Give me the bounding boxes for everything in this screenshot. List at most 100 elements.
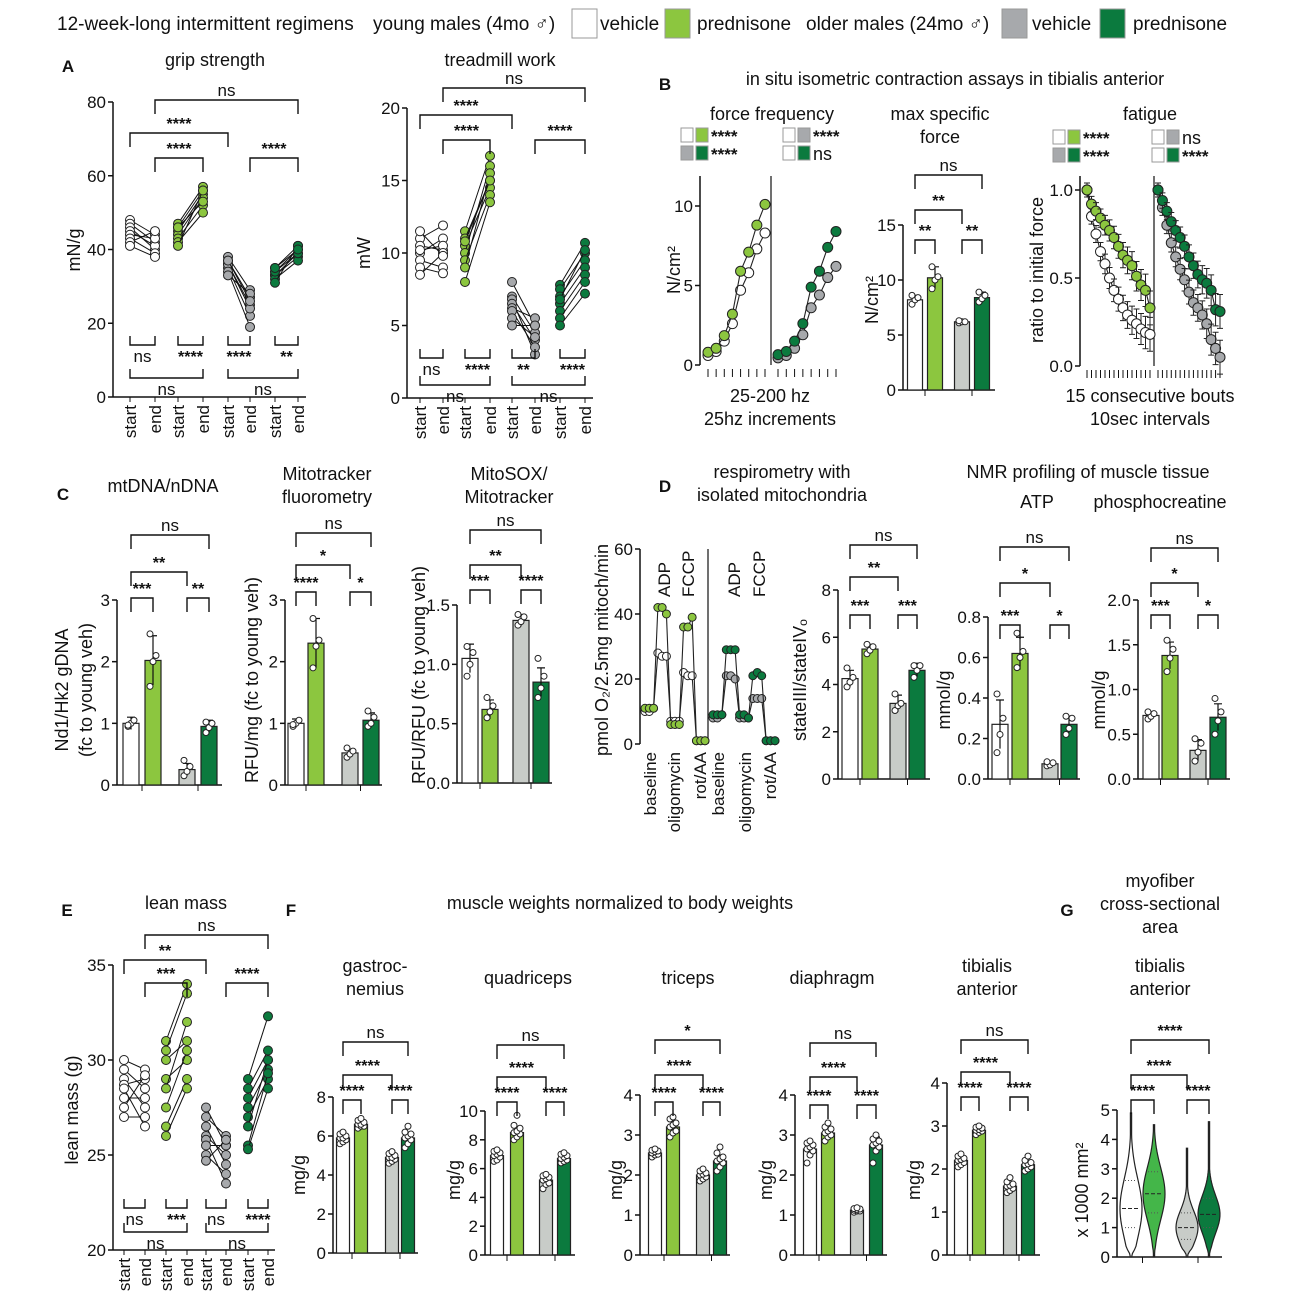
data-point [830,225,842,237]
significance-label: ns [126,1210,144,1229]
y-axis-label: lean mass (g) [62,1055,82,1164]
significance-bracket [999,624,1021,639]
bar-young-vehicle [489,1155,505,1256]
subject-line [123,1074,146,1108]
section-title-nmr: NMR profiling of muscle tissue [966,462,1209,482]
subject-line [559,249,586,300]
y-tick-label: 3 [1101,1160,1110,1179]
data-point [140,1083,150,1094]
x-tick-label: baseline [641,752,660,815]
data-point [710,342,722,354]
data-point [407,1130,415,1138]
data-point [1170,251,1182,263]
data-point [822,272,834,284]
data-point [759,198,771,210]
significance-bracket [856,1104,877,1119]
data-point [996,730,1004,738]
data-point [140,1070,150,1081]
significance-label: ns [147,1234,165,1253]
significance-bracket [511,376,586,386]
y-tick-label: 0 [391,389,400,408]
x-tick-label: end [146,405,165,433]
violin-old-vehicle [1175,1147,1199,1258]
data-point [140,1102,150,1113]
data-point [245,321,255,332]
y-tick-label: 1 [269,714,278,733]
legend-significance: **** [1083,147,1110,166]
data-point [415,226,425,237]
bar-old-prednisone [556,1157,572,1256]
significance-label: **** [1186,1083,1212,1100]
significance-label: ns [1176,529,1194,548]
y-tick-label: 5 [1101,1101,1110,1120]
legend-significance: ns [813,144,832,164]
data-point [263,1045,273,1056]
data-point [1062,712,1070,720]
data-point [243,1121,253,1132]
significance-label: **** [340,1083,366,1100]
data-point [263,1011,273,1022]
y-tick-label: 4 [469,1188,478,1207]
legend-swatch-old-prednisone [797,145,811,161]
y-tick-label: 10 [459,1102,478,1121]
x-tick-label: start [239,1258,258,1291]
bar-old-vehicle [384,1156,400,1254]
significance-bracket [419,114,513,129]
y-tick-label: 0 [1101,1248,1110,1267]
significance-bracket [545,1101,565,1116]
data-point [910,662,918,670]
legend-swatch-young-vehicle [680,127,694,143]
data-point [289,721,297,729]
data-point [438,220,448,231]
y-axis-label: pmol O₂/2.5mg mitoch/min [592,544,612,756]
y-tick-label: 4 [822,676,831,695]
significance-bracket [960,1071,1011,1086]
data-point [486,708,494,716]
data-point [119,1083,129,1094]
x-tick-label: oligomycin [665,752,684,832]
y-tick-label: 40 [614,605,633,624]
significance-label: ns [505,69,523,88]
significance-label: **** [652,1085,678,1102]
data-point [1174,263,1186,275]
data-point [438,268,448,279]
legend-swatch-young-vehicle [1151,129,1165,145]
violin-young-prednisone [1142,1124,1166,1258]
significance-label: * [320,548,327,565]
data-point [661,651,671,661]
data-point [221,1178,231,1189]
y-tick-label: 5 [887,326,896,345]
significance-label: **** [454,98,480,115]
data-point [415,245,425,256]
significance-bracket [130,597,154,612]
significance-bracket [914,174,983,189]
data-point [510,1121,518,1129]
chart-cross-sectional-area: tibialis anterior x 1000 mm² 0 1 2 3 4 5 **** ****… [1072,956,1222,1267]
significance-label: **** [1130,1083,1156,1100]
injection-label: ADP [655,562,674,597]
y-tick-label: 2 [269,653,278,672]
significance-bracket [342,1099,362,1114]
y-tick-label: 3 [931,1117,940,1136]
x-axis-label: 15 consecutive bouts [1065,386,1234,406]
data-point [415,269,425,280]
violin-old-prednisone [1197,1121,1221,1258]
chart-title: triceps [661,968,714,988]
y-axis-label: mW [354,237,374,269]
data-point [483,714,491,722]
chart-title: tibialis [1135,956,1185,976]
significance-label: ** [517,362,530,379]
subject-line [165,993,188,1051]
y-tick-label: 0.0 [1049,357,1073,376]
significance-bracket [129,369,204,379]
bar-young-prednisone [861,648,879,780]
significance-label: ns [134,347,152,366]
significance-bracket [1130,1039,1210,1054]
data-point [119,1112,129,1122]
data-point [580,288,590,299]
y-tick-label: 0 [684,356,693,375]
significance-label: ns [254,380,272,399]
significance-bracket [496,1076,547,1091]
x-tick-label: oligomycin [736,752,755,832]
significance-bracket [274,336,299,346]
